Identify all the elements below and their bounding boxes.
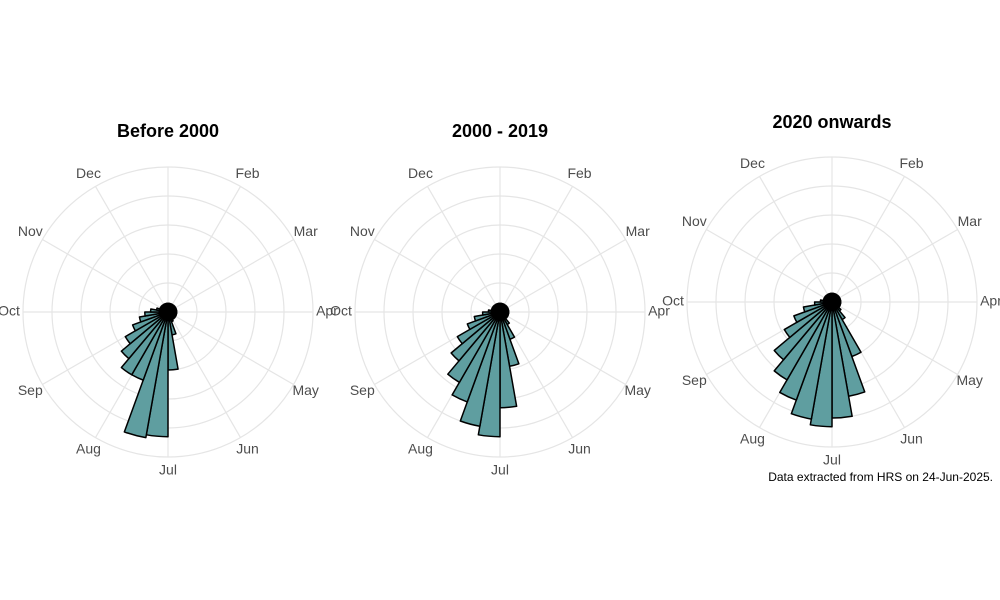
rose-panel: Before 2000 Feb Mar Apr May Jun Jul Aug Sep Oct No…	[0, 121, 338, 478]
wedge	[793, 301, 833, 324]
wedge	[829, 292, 833, 303]
grid-spoke	[499, 238, 626, 313]
month-label: Aug	[740, 430, 765, 446]
month-label: Nov	[682, 213, 707, 229]
grid-spoke	[831, 228, 958, 303]
month-label: Sep	[350, 382, 375, 398]
month-label: Jul	[823, 452, 841, 468]
month-label: Mar	[958, 213, 982, 229]
caption: Data extracted from HRS on 24-Jun-2025.	[768, 470, 993, 484]
wedge	[473, 311, 501, 322]
month-label: May	[624, 382, 650, 398]
wedge	[120, 311, 169, 376]
month-label: Dec	[740, 155, 765, 171]
grid-spoke	[706, 228, 833, 303]
grid-spoke	[831, 301, 958, 376]
month-label: Oct	[330, 303, 352, 319]
month-label: Jul	[159, 462, 177, 478]
wedge	[131, 311, 169, 332]
month-label: May	[956, 372, 982, 388]
month-label: Feb	[235, 165, 259, 181]
month-label: Jun	[568, 440, 591, 456]
rose-panel: 2000 - 2019 Feb Mar Apr May Jun Jul Aug Sep Oct No…	[330, 121, 670, 478]
panel-title: Before 2000	[117, 121, 219, 141]
month-label: Apr	[980, 293, 1000, 309]
month-label: Apr	[648, 303, 670, 319]
month-label: Dec	[76, 165, 101, 181]
month-label: Jun	[900, 430, 923, 446]
grid-spoke	[94, 186, 169, 313]
wedge	[124, 311, 169, 345]
wedge	[497, 302, 501, 313]
grid-spoke	[758, 176, 833, 303]
grid-spoke	[426, 186, 501, 313]
month-label: Nov	[18, 223, 43, 239]
wedge	[165, 302, 169, 313]
wedge	[447, 311, 501, 384]
wedge	[456, 311, 501, 345]
grid-spoke	[499, 311, 626, 386]
wedge	[481, 311, 501, 316]
wedge	[451, 311, 501, 403]
month-label: Dec	[408, 165, 433, 181]
month-label: May	[292, 382, 318, 398]
wedge	[779, 301, 833, 401]
month-label: Sep	[682, 372, 707, 388]
grid-spoke	[42, 238, 169, 313]
month-label: Jun	[236, 440, 259, 456]
wedge	[773, 301, 833, 361]
wedge	[813, 301, 833, 306]
grid-spoke	[167, 311, 294, 386]
month-label: Mar	[294, 223, 318, 239]
rose-panel: 2020 onwards Feb Mar Apr May Jun Jul Aug Sep Oct N…	[662, 112, 1000, 468]
month-label: Sep	[18, 382, 43, 398]
month-label: Nov	[350, 223, 375, 239]
month-label: Feb	[899, 155, 923, 171]
panel-title: 2000 - 2019	[452, 121, 548, 141]
month-label: Aug	[76, 440, 101, 456]
grid-spoke	[374, 238, 501, 313]
grid-spoke	[167, 186, 242, 313]
wedge	[466, 311, 501, 331]
month-label: Aug	[408, 440, 433, 456]
grid-spoke	[499, 186, 574, 313]
month-label: Jul	[491, 462, 509, 478]
wedge	[773, 301, 833, 381]
wedge	[783, 301, 833, 339]
month-label: Feb	[567, 165, 591, 181]
grid-spoke	[167, 311, 242, 438]
panel-title: 2020 onwards	[772, 112, 891, 132]
grid-spoke	[831, 176, 906, 303]
wedge	[144, 311, 169, 317]
month-label: Oct	[662, 293, 684, 309]
wedge	[138, 311, 169, 323]
month-label: Oct	[0, 303, 20, 319]
grid-spoke	[167, 238, 294, 313]
month-label: Apr	[316, 303, 338, 319]
wedge	[120, 311, 169, 360]
month-label: Mar	[626, 223, 650, 239]
wedge	[802, 301, 833, 313]
wedge	[450, 311, 501, 362]
